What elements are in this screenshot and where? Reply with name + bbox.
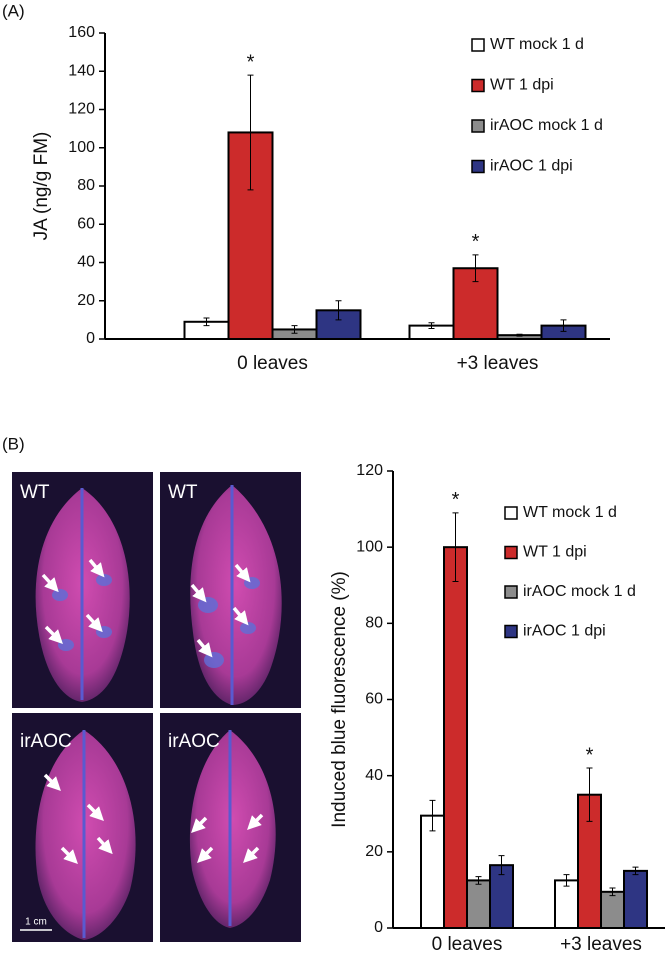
photo-label: irAOC: [168, 731, 220, 752]
error-bar: [203, 317, 210, 327]
legend-swatch: [471, 78, 485, 93]
photo-label: WT: [168, 482, 198, 503]
legend-swatch: [471, 159, 485, 174]
error-bar: [335, 300, 342, 321]
scale-label: 1 cm: [25, 917, 47, 928]
error-bar: [291, 325, 298, 334]
y-tick-label: 20: [365, 843, 383, 860]
error-bar: [472, 254, 479, 283]
y-tick-label: 60: [365, 691, 383, 708]
legend-label: irAOC mock 1 d: [490, 117, 603, 134]
x-tick-label: 0 leaves: [432, 934, 503, 955]
legend-swatch: [471, 38, 485, 52]
legend-swatch: [504, 506, 518, 520]
error-bar: [563, 874, 570, 887]
error-bar: [586, 767, 593, 822]
y-tick-label: 120: [356, 462, 383, 479]
legend-swatch: [504, 624, 518, 639]
annotation: *: [452, 489, 460, 511]
legend-label: irAOC 1 dpi: [490, 158, 573, 175]
legend-label: WT mock 1 d: [523, 504, 617, 521]
error-bar: [428, 322, 435, 329]
panel-label: (A): [2, 1, 25, 20]
x-tick-label: +3 leaves: [457, 353, 539, 374]
legend-label: irAOC mock 1 d: [523, 583, 636, 600]
bar: [466, 879, 491, 929]
y-tick-label: 80: [365, 615, 383, 632]
y-tick-label: 20: [77, 292, 95, 309]
y-tick-label: 100: [68, 139, 95, 156]
photo-label: WT: [20, 482, 50, 503]
y-tick-label: 40: [365, 767, 383, 784]
bar: [554, 879, 579, 929]
error-bar: [632, 866, 639, 876]
error-bar: [609, 887, 616, 897]
y-tick-label: 40: [77, 254, 95, 271]
error-bar: [452, 512, 459, 582]
error-bar: [429, 799, 436, 832]
annotation: *: [586, 744, 594, 766]
bar: [623, 869, 648, 929]
x-tick-label: 0 leaves: [237, 353, 308, 374]
y-tick-label: 140: [68, 62, 95, 79]
photo-panel: WT WT irAOC irAOC 1 cm: [12, 472, 301, 942]
error-bar: [560, 319, 567, 332]
bar: [600, 890, 625, 930]
y-axis-title: JA (ng/g FM): [31, 132, 52, 241]
leaf: [190, 485, 282, 705]
x-tick-label: +3 leaves: [560, 934, 642, 955]
panel-label: (B): [2, 434, 25, 453]
legend-label: irAOC 1 dpi: [523, 623, 606, 640]
leaf: [189, 730, 276, 928]
y-tick-label: 160: [68, 24, 95, 41]
legend-label: WT mock 1 d: [490, 36, 584, 53]
bar: [420, 814, 445, 930]
bar: [443, 546, 468, 930]
y-tick-label: 0: [86, 330, 95, 347]
error-bar: [498, 855, 505, 876]
legend-label: WT 1 dpi: [523, 544, 587, 561]
y-tick-label: 120: [68, 101, 95, 118]
error-bar: [475, 876, 482, 885]
y-axis-title: Induced blue fluorescence (%): [329, 571, 350, 828]
y-tick-label: 100: [356, 538, 383, 555]
y-tick-label: 0: [374, 919, 383, 936]
error-bar: [247, 74, 254, 191]
legend-swatch: [504, 585, 518, 599]
midrib: [80, 485, 234, 938]
annotation: *: [247, 51, 255, 73]
legend-label: WT 1 dpi: [490, 77, 554, 94]
y-tick-label: 80: [77, 177, 95, 194]
legend-swatch: [504, 545, 518, 560]
arrows: [41, 558, 264, 864]
annotation: *: [472, 231, 480, 253]
legend-swatch: [471, 119, 485, 133]
y-tick-label: 60: [77, 215, 95, 232]
bar: [452, 267, 499, 340]
error-bar: [516, 333, 523, 337]
photo-label: irAOC: [20, 731, 72, 752]
